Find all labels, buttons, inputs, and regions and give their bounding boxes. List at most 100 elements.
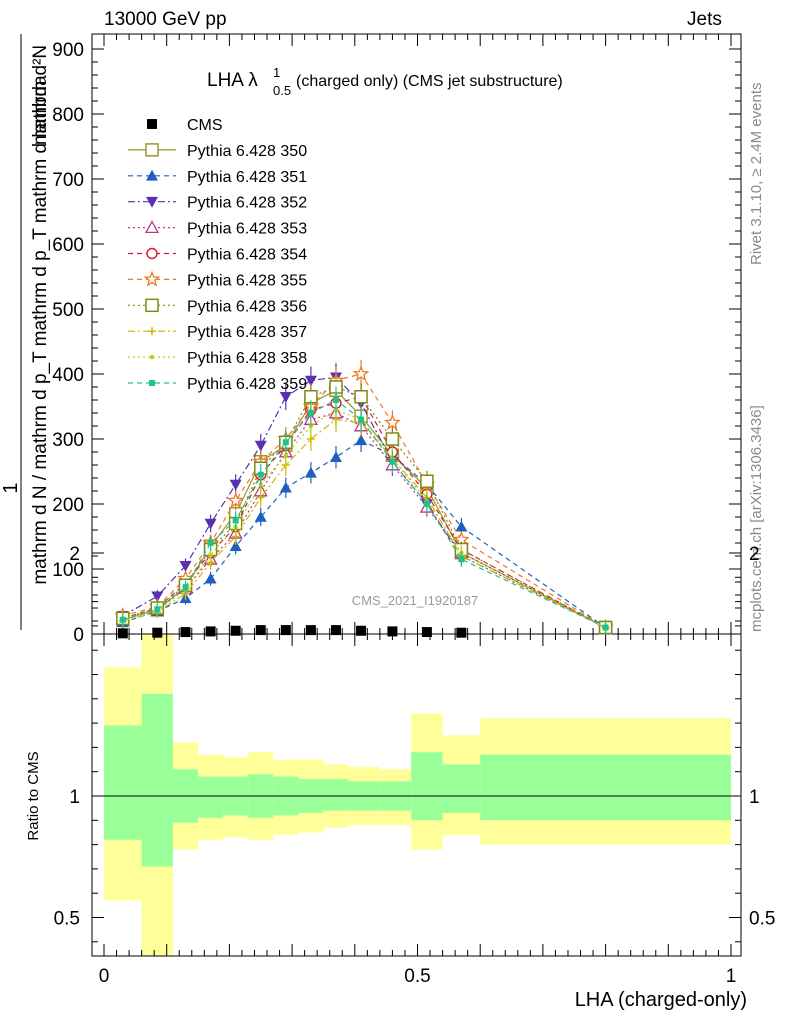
- marker-shape: [384, 414, 401, 430]
- marker-shape: [421, 627, 432, 638]
- data-point: [455, 520, 468, 532]
- marker-shape: [307, 410, 314, 416]
- legend-entry-4: Pythia 6.428 353: [128, 220, 307, 238]
- legend-marker: [147, 119, 157, 129]
- ratio-bands: [104, 634, 731, 956]
- y-tick-label: 300: [52, 430, 84, 451]
- data-point: [330, 625, 341, 636]
- legend-label: Pythia 6.428 357: [187, 324, 307, 341]
- y-tick-label: 500: [52, 300, 84, 321]
- data-point: [356, 625, 367, 636]
- series-10: [119, 386, 609, 634]
- data-point: [458, 556, 465, 563]
- legend-entry-1: Pythia 6.428 350: [128, 143, 307, 160]
- data-point: [329, 451, 342, 462]
- legend-entry-6: Pythia 6.428 355: [128, 270, 307, 289]
- data-point: [152, 627, 163, 638]
- marker-shape: [423, 501, 430, 507]
- x-axis-title: LHA (charged-only): [575, 989, 747, 1011]
- data-point: [180, 627, 191, 638]
- marker-shape: [145, 298, 159, 313]
- marker-shape: [354, 390, 368, 404]
- marker-shape: [117, 628, 128, 639]
- marker-shape: [279, 481, 292, 493]
- data-point: [283, 453, 289, 458]
- marker-shape: [145, 143, 159, 157]
- data-point: [305, 625, 316, 636]
- legend-marker: [146, 169, 158, 181]
- y-tick-label: 200: [52, 495, 84, 516]
- data-point: [256, 493, 265, 502]
- data-point: [254, 440, 267, 452]
- series-0: [117, 625, 467, 639]
- marker-shape: [205, 626, 216, 637]
- energy-label: 13000 GeV pp: [104, 9, 227, 30]
- marker-shape: [304, 375, 317, 387]
- data-point: [279, 391, 292, 403]
- x-tick-label: 0.5: [404, 966, 430, 987]
- marker-shape: [227, 492, 244, 508]
- legend-label: Pythia 6.428 355: [187, 272, 307, 289]
- legend-label: Pythia 6.428 353: [187, 221, 307, 238]
- ratio-y-tick-label-right: 1: [749, 787, 760, 808]
- legend-marker: [145, 298, 159, 313]
- y-axis-title-numerator: 1: [0, 482, 22, 493]
- y-tick-label: 100: [52, 560, 84, 581]
- data-point: [282, 439, 289, 446]
- y-tick-label: 600: [52, 235, 84, 256]
- data-point: [151, 591, 164, 603]
- legend-label: Pythia 6.428 354: [187, 247, 307, 264]
- marker-shape: [147, 119, 157, 129]
- x-tick-label: 0: [99, 966, 110, 987]
- marker-shape: [257, 471, 264, 478]
- analysis-tag: CMS_2021_I1920187: [352, 593, 479, 608]
- marker-shape: [204, 518, 217, 530]
- y-axis-title-dN: mathrm d²N: [30, 45, 51, 145]
- data-point: [387, 626, 398, 637]
- marker-shape: [455, 520, 468, 532]
- legend-entry-3: Pythia 6.428 352: [128, 195, 307, 212]
- data-point: [456, 627, 467, 638]
- legend-marker: [146, 247, 158, 260]
- data-point: [308, 423, 314, 429]
- data-point: [332, 397, 339, 403]
- data-point: [355, 434, 368, 446]
- data-point: [204, 518, 217, 530]
- legend-entry-8: Pythia 6.428 357: [128, 324, 307, 341]
- marker-shape: [180, 627, 191, 638]
- y-tick-label: 900: [52, 40, 84, 61]
- data-point: [354, 390, 368, 404]
- data-point: [205, 626, 216, 637]
- data-point: [421, 627, 432, 638]
- data-point: [229, 479, 242, 491]
- legend-marker: [149, 354, 155, 360]
- marker-shape: [152, 627, 163, 638]
- data-point: [384, 414, 401, 430]
- legend-entry-5: Pythia 6.428 354: [128, 247, 307, 264]
- marker-shape: [355, 434, 368, 446]
- series-line: [122, 412, 606, 629]
- category-label: Jets: [687, 9, 722, 30]
- y-tick-label: 0: [73, 625, 84, 646]
- legend-label: Pythia 6.428 358: [187, 350, 307, 367]
- ratio-y-tick-label: 0.5: [54, 909, 80, 930]
- data-point: [255, 625, 266, 636]
- data-point: [257, 471, 264, 478]
- marker-shape: [255, 625, 266, 636]
- data-point: [154, 606, 161, 613]
- data-point: [385, 432, 400, 446]
- marker-shape: [332, 397, 339, 403]
- ratio-inner-band-11: [411, 752, 443, 821]
- data-point: [227, 492, 244, 508]
- marker-shape: [282, 439, 289, 446]
- data-point: [208, 552, 213, 557]
- marker-shape: [149, 380, 155, 386]
- marker-shape: [143, 270, 161, 287]
- ratio-inner-band-1: [141, 693, 173, 867]
- legend-label: Pythia 6.428 356: [187, 298, 307, 315]
- marker-shape: [229, 479, 242, 491]
- marker-shape: [149, 354, 155, 360]
- marker-shape: [602, 624, 609, 631]
- marker-shape: [151, 591, 164, 603]
